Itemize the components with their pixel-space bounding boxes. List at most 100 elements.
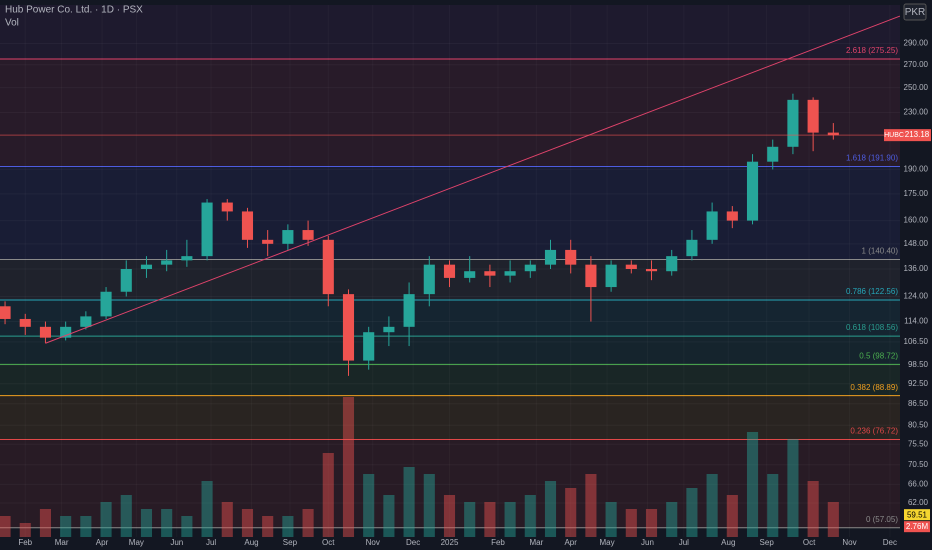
y-tick-label: 66.00 <box>908 479 929 488</box>
symbol-label: HUBC <box>884 132 904 139</box>
price-axis <box>900 0 932 550</box>
fib-label: 1.618 (191.90) <box>846 154 898 163</box>
candle-body <box>383 326 395 333</box>
volume-bar <box>605 502 617 537</box>
fib-label: 0.236 (76.72) <box>850 427 898 436</box>
y-tick-label: 98.50 <box>908 360 929 369</box>
y-tick-label: 106.50 <box>904 337 929 346</box>
fib-zone <box>0 395 900 440</box>
volume-bar <box>60 516 72 537</box>
volume-bar <box>201 481 213 537</box>
y-tick-label: 270.00 <box>904 60 929 69</box>
fib-zone <box>0 5 900 60</box>
x-tick-label: May <box>600 538 615 547</box>
price-label: 213.18 <box>905 130 930 139</box>
candle-body <box>605 264 617 288</box>
x-tick-label: Dec <box>883 538 897 547</box>
candle-body <box>60 326 72 338</box>
fib-label: 0.618 (108.56) <box>846 323 898 332</box>
volume-bar <box>19 523 31 537</box>
volume-bar <box>767 474 779 537</box>
volume-bar <box>686 488 698 537</box>
x-tick-label: Jun <box>641 538 654 547</box>
x-tick-label: Feb <box>18 538 32 547</box>
candle-body <box>342 294 355 361</box>
x-tick-label: Apr <box>564 538 577 547</box>
fib-zone <box>0 439 900 528</box>
volume-bar <box>464 502 476 537</box>
x-tick-label: Jul <box>206 538 216 547</box>
y-tick-label: 80.50 <box>908 420 929 429</box>
candle-body <box>464 271 476 278</box>
volume-bar <box>221 502 233 537</box>
x-tick-label: Oct <box>322 538 335 547</box>
volume-bar <box>544 481 557 537</box>
volume-bar <box>363 474 375 537</box>
x-tick-label: Oct <box>803 538 816 547</box>
y-tick-label: 114.00 <box>904 317 928 326</box>
fib-zone <box>0 336 900 365</box>
x-tick-label: Mar <box>529 538 543 547</box>
volume-bar <box>484 502 496 537</box>
time-axis <box>0 537 932 550</box>
x-tick-label: Sep <box>760 538 775 547</box>
candle-body <box>585 264 597 288</box>
volume-bar <box>120 495 132 537</box>
y-tick-label: 136.00 <box>904 264 929 273</box>
candle-body <box>787 99 799 147</box>
y-tick-label: 148.00 <box>904 239 929 248</box>
volume-bar <box>140 509 153 537</box>
candle-body <box>322 239 334 295</box>
candle-body <box>625 264 637 270</box>
candle-body <box>161 260 173 265</box>
candle-body <box>423 264 435 295</box>
fib-label: 2.618 (275.25) <box>846 46 898 55</box>
symbol-tag <box>884 129 904 142</box>
volume-bar <box>161 509 173 537</box>
fib-zone <box>0 299 900 337</box>
candle-body <box>140 264 153 270</box>
candle-body <box>443 264 456 278</box>
x-tick-label: Feb <box>491 538 505 547</box>
candle-body <box>262 239 274 244</box>
x-tick-label: Sep <box>283 538 298 547</box>
y-tick-label: 62.00 <box>908 498 929 507</box>
candle-body <box>120 269 132 292</box>
volume-bar <box>0 516 11 537</box>
candle-body <box>565 249 577 265</box>
volume-bar <box>726 495 738 537</box>
volume-bar <box>585 474 597 537</box>
y-tick-label: 230.00 <box>904 108 929 117</box>
volume-bar <box>443 495 456 537</box>
volume-bar <box>625 509 637 537</box>
y-tick-label: 290.00 <box>904 39 929 48</box>
candle-body <box>100 291 112 317</box>
candle-body <box>282 230 294 244</box>
y-tick-label: 124.00 <box>904 292 929 301</box>
volume-bar <box>282 516 294 537</box>
volume-bar <box>39 509 52 537</box>
candle-body <box>645 269 658 272</box>
candle-body <box>80 316 92 327</box>
candle-body <box>807 99 819 133</box>
candle-body <box>706 211 718 240</box>
volume-bar <box>504 502 516 537</box>
candle-body <box>39 326 52 338</box>
volume-tag <box>904 521 930 533</box>
candle-body <box>524 264 536 272</box>
volume-bar <box>666 502 678 537</box>
x-tick-label: Nov <box>842 538 856 547</box>
fib-zone <box>0 364 900 396</box>
x-tick-label: Jul <box>679 538 689 547</box>
y-tick-label: 175.00 <box>904 189 929 198</box>
currency: PKR <box>905 7 926 18</box>
candle-body <box>827 132 839 136</box>
currency-box[interactable] <box>903 3 927 21</box>
x-tick-label: May <box>129 538 144 547</box>
volume-bar <box>787 439 799 537</box>
candle-body <box>19 318 31 327</box>
volume-bar <box>403 467 415 537</box>
volume-title: Vol <box>5 18 19 29</box>
candle-body <box>666 256 678 272</box>
